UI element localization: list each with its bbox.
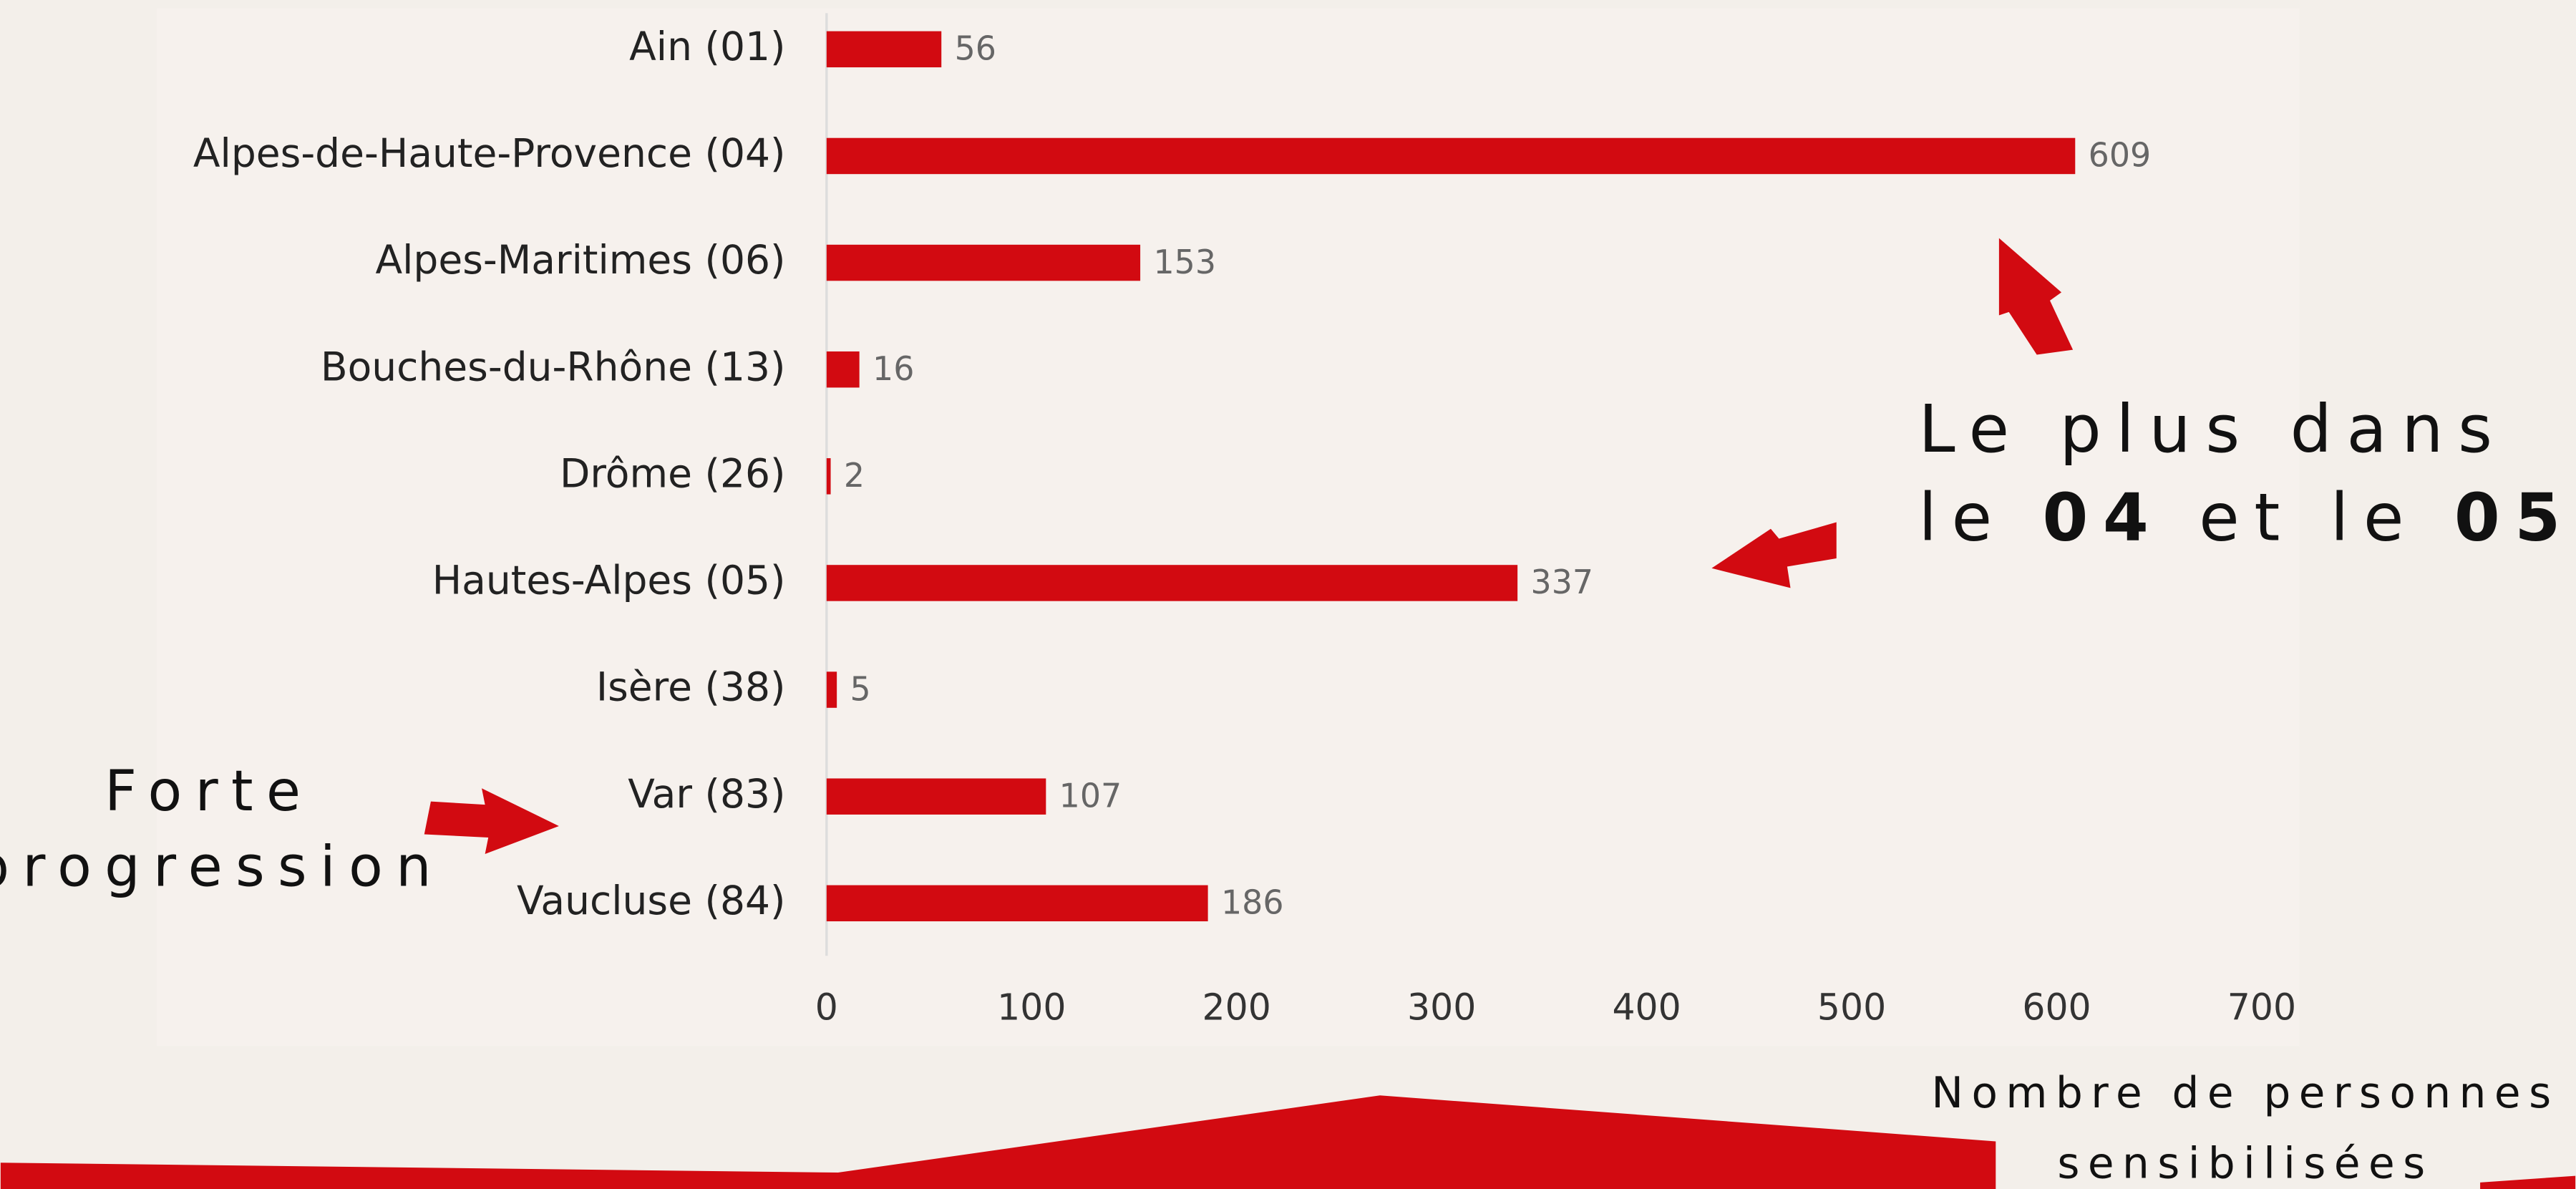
annotation: le 04 et le 05	[1918, 480, 2575, 556]
x-tick-label: 200	[1202, 986, 1271, 1028]
y-tick-label: Drôme (26)	[560, 450, 785, 496]
annotation-part: le	[1918, 480, 2042, 556]
y-tick-label: Ain (01)	[629, 24, 785, 69]
annotation: Le plus dans	[1918, 391, 2507, 467]
x-tick-label: 300	[1407, 986, 1476, 1028]
annotation-part: 05	[2454, 480, 2575, 556]
y-tick-label: Var (83)	[628, 771, 785, 817]
bar	[826, 351, 860, 388]
bar	[826, 31, 942, 68]
x-tick-label: 400	[1612, 986, 1681, 1028]
x-tick-label: 0	[815, 986, 838, 1028]
bar	[826, 244, 1141, 281]
y-tick-label: Isère (38)	[596, 664, 786, 710]
x-axis-label: Nombre de personnes	[1931, 1069, 2559, 1118]
data-label: 56	[955, 29, 996, 68]
bar	[826, 885, 1208, 922]
bar	[826, 778, 1046, 815]
data-label: 337	[1531, 563, 1594, 601]
decor-shape	[2480, 1175, 2576, 1189]
data-label: 5	[850, 669, 871, 708]
y-tick-label: Alpes-de-Haute-Provence (04)	[193, 130, 786, 176]
data-label: 186	[1221, 883, 1284, 922]
arrow	[1998, 238, 2074, 355]
bar	[826, 458, 831, 495]
bar	[826, 137, 2076, 175]
x-tick-label: 100	[997, 986, 1066, 1028]
annotation-part: 04	[2043, 480, 2164, 556]
decor-shape	[0, 1095, 1996, 1189]
x-axis-label: sensibilisées	[2057, 1139, 2433, 1188]
y-tick-label: Vaucluse (84)	[517, 878, 786, 923]
arrow	[1711, 522, 1837, 588]
plot-panel	[156, 8, 2300, 1047]
x-tick-label: 700	[2227, 986, 2296, 1028]
y-tick-label: Alpes-Maritimes (06)	[375, 237, 785, 283]
x-tick-label: 600	[2022, 986, 2091, 1028]
data-label: 16	[873, 349, 914, 388]
data-label: 107	[1059, 776, 1122, 815]
arrow	[424, 788, 559, 854]
annotation: Forte	[105, 759, 314, 824]
annotation-part: et le	[2164, 480, 2454, 556]
data-label: 2	[844, 456, 865, 495]
bar	[826, 565, 1518, 601]
bar	[826, 671, 837, 708]
y-tick-label: Hautes-Alpes (05)	[432, 558, 786, 603]
annotation: progression	[0, 835, 444, 899]
y-tick-label: Bouches-du-Rhône (13)	[321, 344, 786, 389]
data-label: 153	[1153, 243, 1216, 281]
x-tick-label: 500	[1817, 986, 1886, 1028]
data-label: 609	[2089, 136, 2152, 175]
